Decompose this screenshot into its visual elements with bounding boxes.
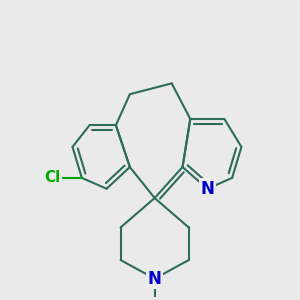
Text: N: N bbox=[200, 180, 214, 198]
Text: Cl: Cl bbox=[44, 170, 61, 185]
Text: N: N bbox=[148, 270, 162, 288]
